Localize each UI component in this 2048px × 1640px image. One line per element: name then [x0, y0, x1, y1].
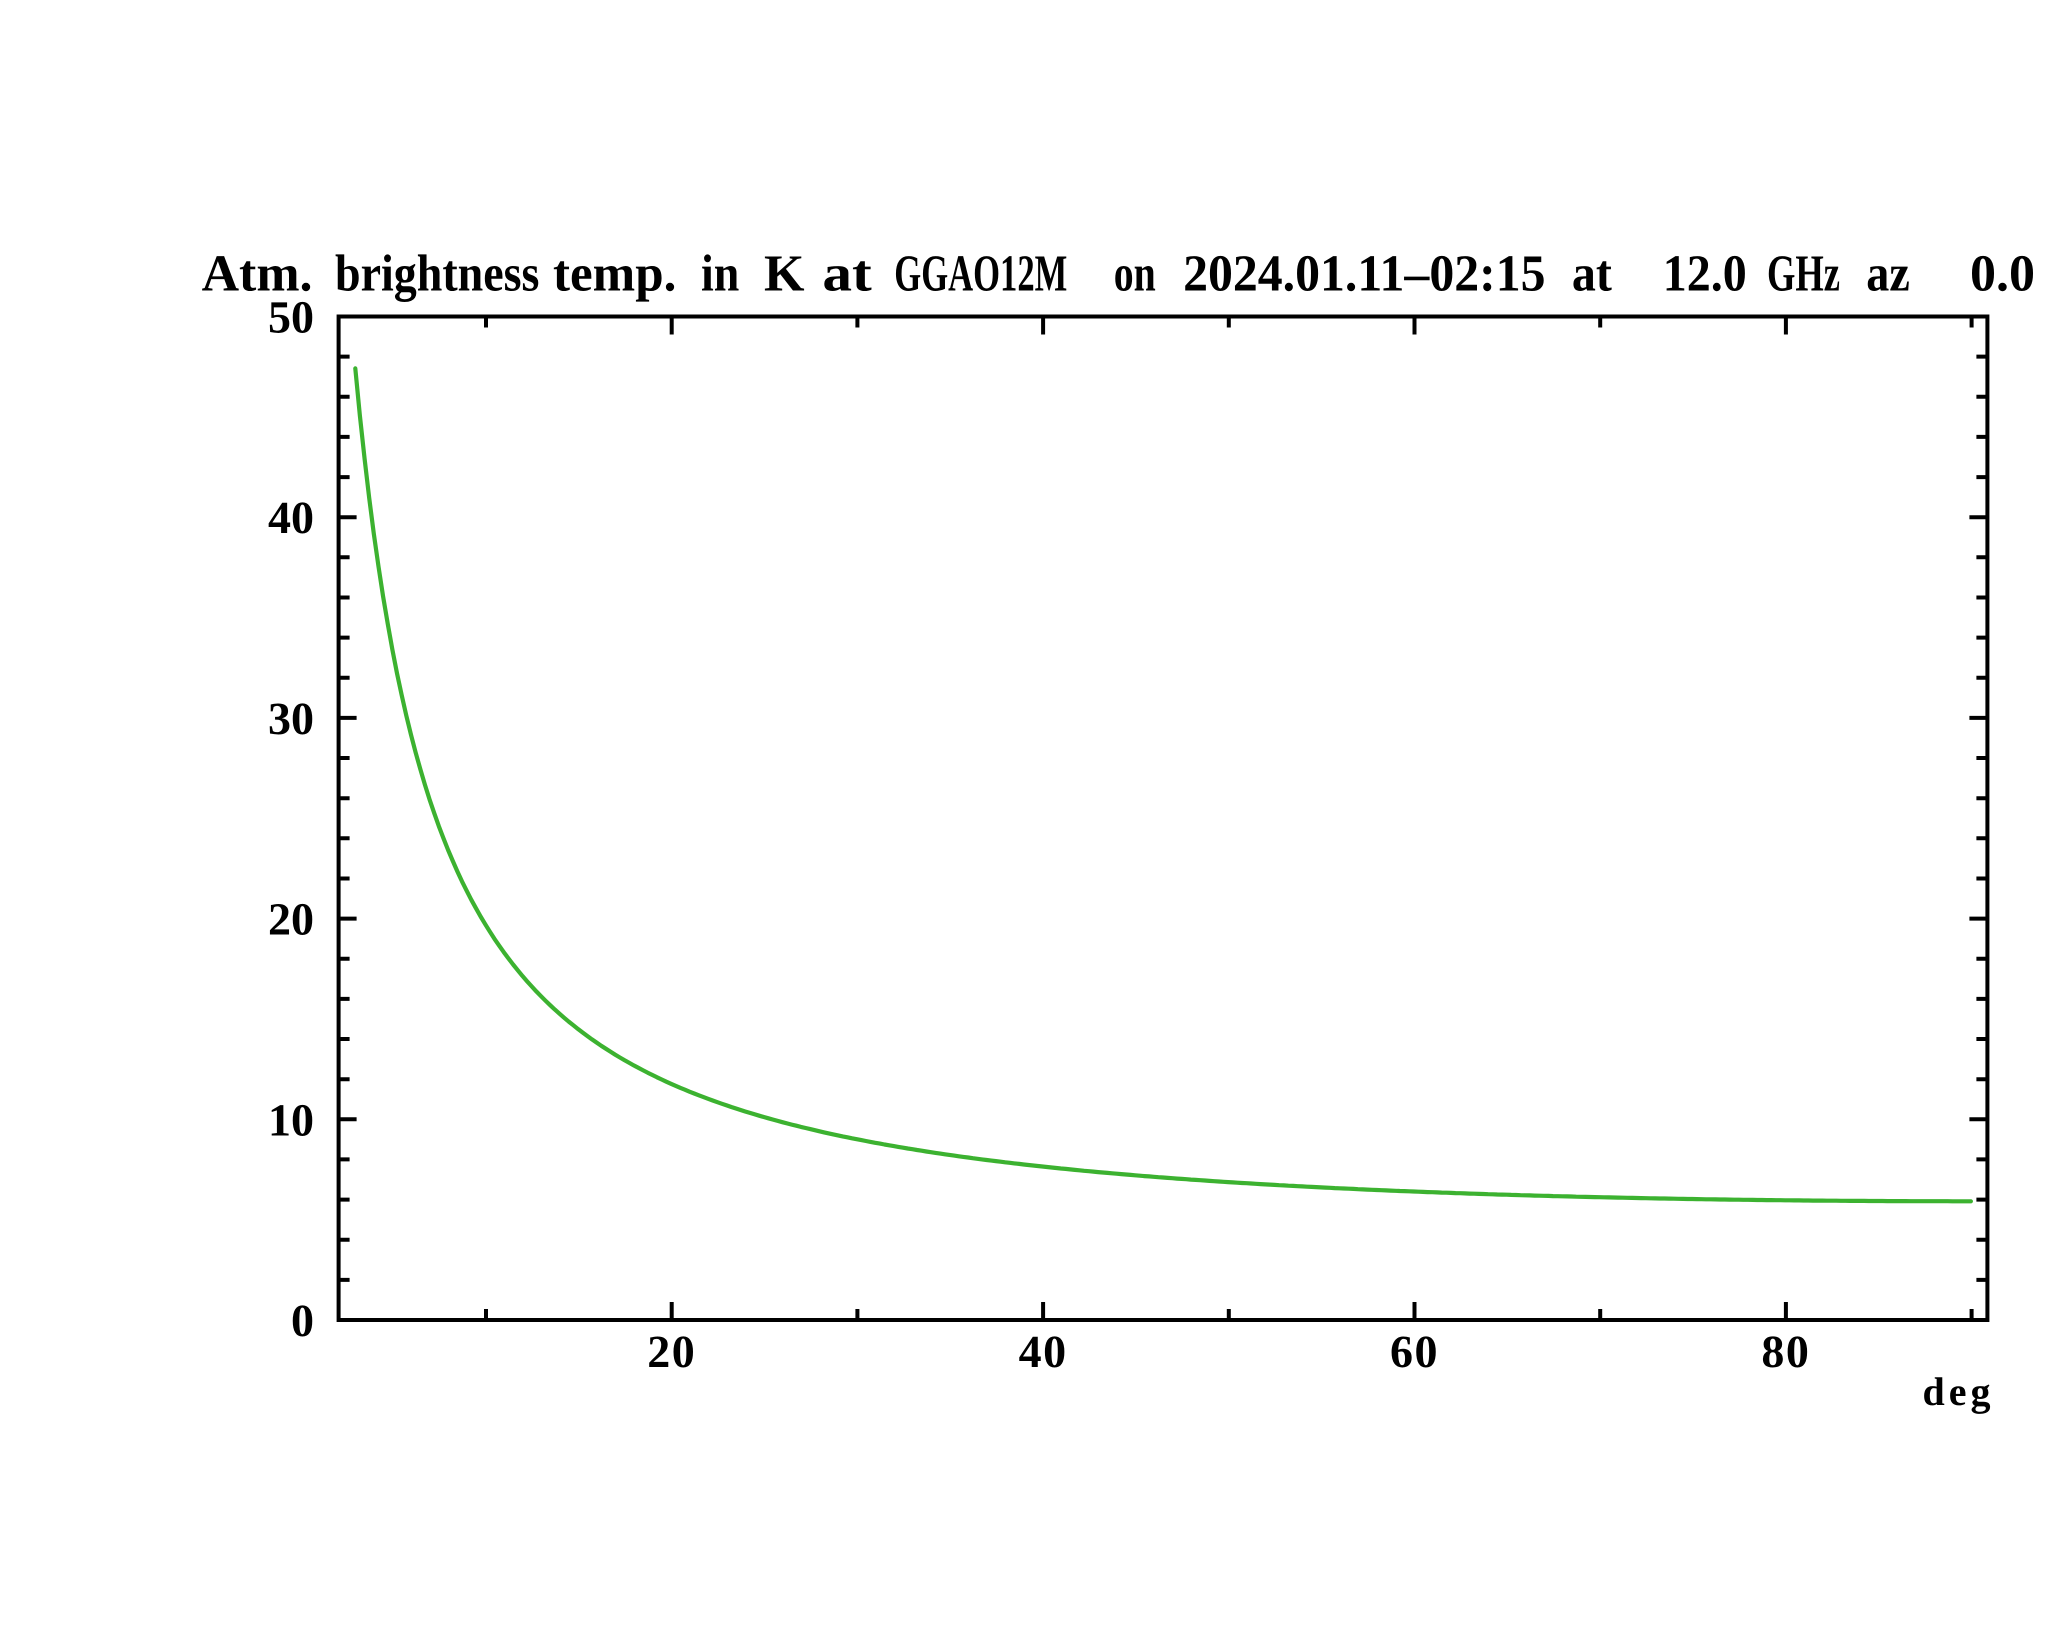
svg-text:0: 0	[291, 1295, 314, 1346]
svg-text:on: on	[1114, 246, 1156, 303]
svg-text:2024.01.11–02:15: 2024.01.11–02:15	[1183, 246, 1545, 303]
svg-text:at: at	[1572, 246, 1613, 303]
svg-text:K: K	[764, 246, 805, 303]
svg-text:40: 40	[268, 492, 314, 543]
svg-text:temp.: temp.	[553, 246, 676, 303]
svg-text:GHz: GHz	[1767, 246, 1840, 303]
svg-text:Atm.: Atm.	[202, 246, 313, 303]
svg-text:20: 20	[647, 1326, 696, 1377]
svg-text:60: 60	[1390, 1326, 1439, 1377]
svg-text:0.0: 0.0	[1970, 246, 2035, 303]
svg-text:20: 20	[268, 894, 314, 945]
svg-text:50: 50	[268, 292, 314, 343]
svg-text:az: az	[1866, 246, 1910, 303]
svg-text:40: 40	[1019, 1326, 1068, 1377]
svg-text:in: in	[701, 246, 739, 303]
svg-text:80: 80	[1761, 1326, 1810, 1377]
svg-text:at: at	[822, 246, 872, 303]
svg-text:12.0: 12.0	[1663, 246, 1747, 303]
svg-text:10: 10	[268, 1094, 314, 1145]
svg-text:GGAO12M: GGAO12M	[894, 246, 1067, 303]
svg-text:30: 30	[268, 693, 314, 744]
svg-text:brightness: brightness	[335, 246, 539, 303]
svg-text:deg: deg	[1923, 1369, 1995, 1414]
